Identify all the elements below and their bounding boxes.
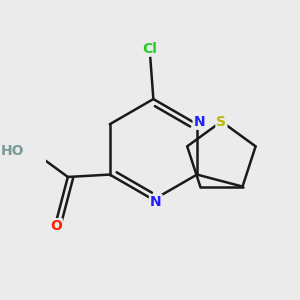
Text: Cl: Cl — [142, 42, 157, 56]
Text: S: S — [216, 115, 226, 128]
Text: O: O — [50, 219, 62, 233]
Text: N: N — [150, 195, 162, 209]
Text: N: N — [194, 115, 205, 129]
Text: HO: HO — [1, 144, 25, 158]
